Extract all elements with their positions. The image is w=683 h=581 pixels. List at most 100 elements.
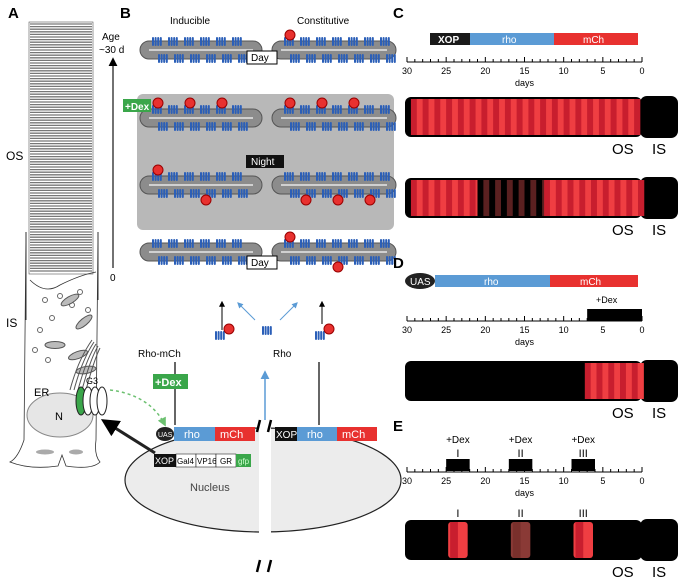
- nucleus-label: Nucleus: [190, 482, 230, 494]
- os-label: OS: [612, 405, 634, 422]
- rhodopsin-helix: [168, 105, 170, 114]
- rhodopsin-helix: [297, 122, 300, 131]
- dex-period-bar: [587, 309, 642, 321]
- rhodopsin-helix: [380, 37, 382, 46]
- rhodopsin-helix: [382, 172, 385, 181]
- rhodopsin-helix: [339, 37, 342, 46]
- synaptic-vesicle: [69, 449, 83, 455]
- mcherry-tag: [152, 164, 164, 176]
- os-band: [625, 363, 633, 399]
- rhodopsin-helix: [345, 54, 348, 63]
- rhodopsin-helix: [350, 37, 353, 46]
- rhodopsin-helix: [192, 122, 195, 131]
- rhodopsin-helix: [323, 172, 326, 181]
- rhodopsin-helix: [221, 37, 224, 46]
- rhodopsin-helix: [190, 122, 192, 131]
- labeled-band-dark: [450, 522, 458, 558]
- rhodopsin-helix: [311, 189, 314, 198]
- is-label: IS: [652, 564, 666, 581]
- rhodopsin-helix: [313, 189, 316, 198]
- panel-d: D UAS rho mCh +Dex 30 25 20 15 10 5 0 days OS IS: [393, 255, 678, 422]
- rhodopsin-helix: [186, 172, 189, 181]
- rhodopsin-helix: [337, 239, 340, 248]
- rhodopsin-helix: [359, 122, 362, 131]
- construct-driver: XOP Gal4 VP16 GR gfp: [154, 453, 251, 468]
- os-band: [475, 99, 482, 135]
- rhodopsin-helix: [385, 37, 388, 46]
- rhodopsin-helix: [371, 105, 374, 114]
- g3-label: G3: [86, 376, 98, 386]
- rhodopsin-helix: [380, 105, 382, 114]
- rhodopsin-helix: [170, 239, 173, 248]
- rhodopsin-helix: [234, 105, 237, 114]
- rhodopsin-helix: [321, 172, 324, 181]
- tick-label: 0: [639, 66, 644, 76]
- os-band: [510, 99, 517, 135]
- rhodopsin-helix: [170, 37, 173, 46]
- panel-label-e: E: [393, 418, 403, 435]
- rhodopsin-helix: [386, 256, 388, 265]
- rhodopsin-helix: [205, 239, 208, 248]
- tick-label: 10: [559, 325, 569, 335]
- rhodopsin-helix: [181, 54, 184, 63]
- rhodopsin-helix: [232, 37, 234, 46]
- rhodopsin-helix: [292, 54, 295, 63]
- rhodopsin-helix: [370, 256, 372, 265]
- rhodopsin-helix: [380, 172, 382, 181]
- rhodopsin-helix: [173, 239, 176, 248]
- rhodopsin-helix: [232, 172, 234, 181]
- rhodopsin-helix: [173, 105, 176, 114]
- rhodopsin-helix: [163, 54, 166, 63]
- rhodopsin-helix: [295, 256, 298, 265]
- night-text: Night: [251, 157, 275, 168]
- rhodopsin-helix: [300, 239, 302, 248]
- vesicle: [37, 327, 43, 333]
- rhodopsin-helix: [200, 105, 202, 114]
- rhodopsin-helix: [306, 256, 308, 265]
- dex-dashed-arrow: [109, 389, 166, 427]
- rhodopsin-helix: [340, 122, 343, 131]
- rhodopsin-helix: [359, 54, 362, 63]
- os-band: [637, 363, 644, 399]
- rhodopsin-helix: [211, 189, 214, 198]
- rhodopsin-helix: [334, 105, 337, 114]
- disc: [271, 231, 397, 273]
- rhodopsin-helix: [189, 239, 192, 248]
- rhodopsin-helix: [222, 331, 225, 340]
- outer-segment-discs: [25, 21, 99, 320]
- rhodopsin-helix: [295, 189, 298, 198]
- rhodopsin-helix: [289, 172, 292, 181]
- rhodopsin-helix: [192, 54, 195, 63]
- rhodopsin-helix: [184, 37, 186, 46]
- os-band: [620, 363, 627, 399]
- rhodopsin-helix: [318, 172, 321, 181]
- rhodopsin-helix: [386, 54, 388, 63]
- rhodopsin-helix: [165, 122, 168, 131]
- vesicle: [45, 357, 51, 363]
- constitutive-header: Constitutive: [297, 16, 350, 27]
- rhodopsin-helix: [313, 122, 316, 131]
- rhodopsin-helix: [243, 189, 246, 198]
- rhodopsin-helix: [173, 37, 176, 46]
- os-band: [536, 180, 543, 216]
- er-membrane: [73, 341, 95, 391]
- rhodopsin-helix: [175, 239, 178, 248]
- rhodopsin-helix: [307, 239, 310, 248]
- dex-period-bar: [508, 459, 533, 471]
- os-band: [555, 180, 563, 216]
- rhodopsin-helix: [213, 122, 216, 131]
- rhodopsin-helix: [364, 105, 366, 114]
- rhodopsin-helix: [327, 54, 330, 63]
- os-band: [614, 363, 621, 399]
- rhodopsin-helix: [165, 189, 168, 198]
- axis-label: days: [515, 78, 535, 88]
- rhodopsin-helix: [160, 256, 163, 265]
- disc: [139, 239, 263, 265]
- tick-label: 25: [441, 476, 451, 486]
- vesicle: [32, 347, 38, 353]
- rhodopsin-helix: [269, 326, 272, 335]
- rhodopsin-helix: [393, 54, 396, 63]
- day-text: Day: [251, 258, 269, 269]
